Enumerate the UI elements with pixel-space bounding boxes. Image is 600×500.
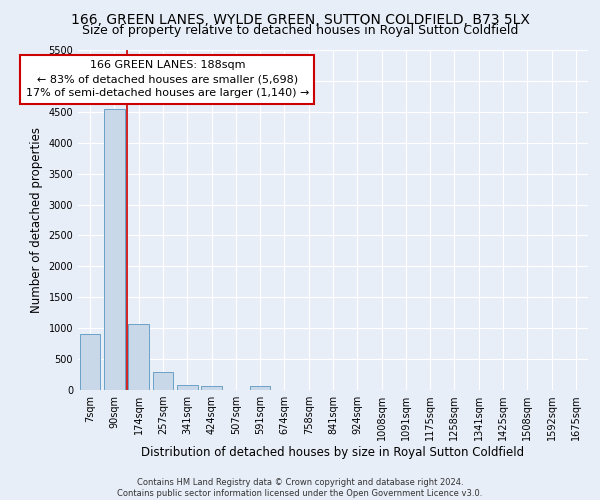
Text: Size of property relative to detached houses in Royal Sutton Coldfield: Size of property relative to detached ho… xyxy=(82,24,518,37)
Y-axis label: Number of detached properties: Number of detached properties xyxy=(30,127,43,313)
Text: 166 GREEN LANES: 188sqm
← 83% of detached houses are smaller (5,698)
17% of semi: 166 GREEN LANES: 188sqm ← 83% of detache… xyxy=(26,60,309,98)
Bar xyxy=(80,334,100,390)
Bar xyxy=(152,372,173,390)
X-axis label: Distribution of detached houses by size in Royal Sutton Coldfield: Distribution of detached houses by size … xyxy=(142,446,524,459)
Text: 166, GREEN LANES, WYLDE GREEN, SUTTON COLDFIELD, B73 5LX: 166, GREEN LANES, WYLDE GREEN, SUTTON CO… xyxy=(71,12,529,26)
Bar xyxy=(201,386,222,390)
Bar xyxy=(104,110,125,390)
Text: Contains HM Land Registry data © Crown copyright and database right 2024.
Contai: Contains HM Land Registry data © Crown c… xyxy=(118,478,482,498)
Bar xyxy=(177,386,197,390)
Bar xyxy=(128,324,149,390)
Bar xyxy=(250,386,271,390)
